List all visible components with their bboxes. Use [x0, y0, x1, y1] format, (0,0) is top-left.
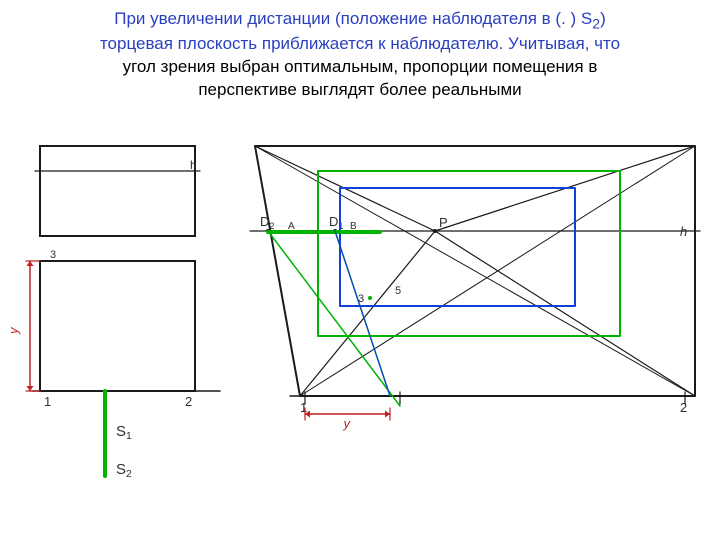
diagram-svg: h123yS1S2h12PD1D2AB35y	[0, 106, 720, 536]
title-line2: торцевая плоскость приближается к наблюд…	[100, 34, 620, 53]
svg-text:5: 5	[395, 285, 401, 297]
svg-text:h: h	[190, 158, 197, 172]
title-line1-sub: 2	[592, 15, 600, 31]
title-line1-p1: При увеличении дистанции (положение набл…	[114, 9, 592, 28]
svg-text:2: 2	[185, 394, 192, 409]
svg-text:1: 1	[44, 394, 51, 409]
title-line4: перспективе выглядят более реальными	[198, 80, 521, 99]
svg-text:y: y	[343, 416, 352, 431]
svg-text:S1: S1	[116, 423, 132, 442]
svg-text:D2: D2	[260, 214, 274, 231]
svg-text:y: y	[6, 326, 21, 335]
svg-text:1: 1	[300, 400, 307, 415]
title-line1-p2: )	[600, 9, 606, 28]
svg-text:3: 3	[50, 249, 56, 261]
svg-text:S2: S2	[116, 461, 132, 480]
svg-text:h: h	[680, 224, 687, 239]
svg-text:2: 2	[680, 400, 687, 415]
svg-text:D1: D1	[329, 214, 343, 231]
title-line3: угол зрения выбран оптимальным, пропорци…	[123, 57, 598, 76]
title-block: При увеличении дистанции (положение набл…	[0, 0, 720, 106]
